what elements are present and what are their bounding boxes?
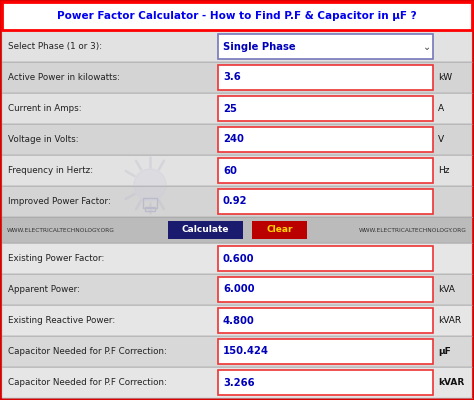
Circle shape xyxy=(134,169,166,201)
Text: Apparent Power:: Apparent Power: xyxy=(8,285,80,294)
Text: Frequency in Hertz:: Frequency in Hertz: xyxy=(8,166,93,175)
Text: 3.266: 3.266 xyxy=(223,378,255,388)
Text: Calculate: Calculate xyxy=(182,226,229,234)
FancyBboxPatch shape xyxy=(2,186,472,217)
Text: 3.6: 3.6 xyxy=(223,72,241,82)
Text: Hz: Hz xyxy=(438,166,449,175)
Text: Improved Power Factor:: Improved Power Factor: xyxy=(8,197,111,206)
Text: Capacitor Needed for P.F Correction:: Capacitor Needed for P.F Correction: xyxy=(8,347,167,356)
Text: 4.800: 4.800 xyxy=(223,316,255,326)
Text: kVAR: kVAR xyxy=(438,316,461,325)
Text: Select Phase (1 or 3):: Select Phase (1 or 3): xyxy=(8,42,102,51)
FancyBboxPatch shape xyxy=(2,31,472,62)
Text: 6.000: 6.000 xyxy=(223,284,255,294)
FancyBboxPatch shape xyxy=(252,221,307,239)
Text: V: V xyxy=(438,135,444,144)
FancyBboxPatch shape xyxy=(218,246,433,271)
Text: Current in Amps:: Current in Amps: xyxy=(8,104,82,113)
Text: 150.424: 150.424 xyxy=(223,346,269,356)
FancyBboxPatch shape xyxy=(218,339,433,364)
FancyBboxPatch shape xyxy=(218,158,433,183)
Text: Existing Reactive Power:: Existing Reactive Power: xyxy=(8,316,115,325)
FancyBboxPatch shape xyxy=(2,336,472,367)
FancyBboxPatch shape xyxy=(2,217,472,243)
Text: A: A xyxy=(438,104,444,113)
Text: WWW.ELECTRICALTECHNOLOGY.ORG: WWW.ELECTRICALTECHNOLOGY.ORG xyxy=(359,228,467,232)
Text: WWW.ELECTRICALTECHNOLOGY.ORG: WWW.ELECTRICALTECHNOLOGY.ORG xyxy=(7,228,115,232)
FancyBboxPatch shape xyxy=(218,277,433,302)
Text: Clear: Clear xyxy=(266,226,293,234)
Text: 0.92: 0.92 xyxy=(223,196,247,206)
FancyBboxPatch shape xyxy=(218,96,433,121)
FancyBboxPatch shape xyxy=(2,305,472,336)
FancyBboxPatch shape xyxy=(218,370,433,395)
Text: ⌄: ⌄ xyxy=(423,42,431,52)
FancyBboxPatch shape xyxy=(2,243,472,274)
FancyBboxPatch shape xyxy=(2,93,472,124)
Text: 25: 25 xyxy=(223,104,237,114)
Text: 0.600: 0.600 xyxy=(223,254,255,264)
FancyBboxPatch shape xyxy=(218,127,433,152)
Text: Active Power in kilowatts:: Active Power in kilowatts: xyxy=(8,73,120,82)
FancyBboxPatch shape xyxy=(2,2,472,30)
Text: kW: kW xyxy=(438,73,452,82)
Text: Existing Power Factor:: Existing Power Factor: xyxy=(8,254,104,263)
FancyBboxPatch shape xyxy=(2,155,472,186)
Text: 240: 240 xyxy=(223,134,244,144)
Text: Voltage in Volts:: Voltage in Volts: xyxy=(8,135,79,144)
Text: kVA: kVA xyxy=(438,285,455,294)
Text: Capacitor Needed for P.F Correction:: Capacitor Needed for P.F Correction: xyxy=(8,378,167,387)
FancyBboxPatch shape xyxy=(2,124,472,155)
Text: Power Factor Calculator - How to Find P.F & Capacitor in μF ?: Power Factor Calculator - How to Find P.… xyxy=(57,11,417,21)
FancyBboxPatch shape xyxy=(168,221,243,239)
Text: kVAR: kVAR xyxy=(438,378,464,387)
Text: 60: 60 xyxy=(223,166,237,176)
FancyBboxPatch shape xyxy=(218,34,433,59)
FancyBboxPatch shape xyxy=(218,189,433,214)
Text: Single Phase: Single Phase xyxy=(223,42,296,52)
FancyBboxPatch shape xyxy=(218,308,433,333)
FancyBboxPatch shape xyxy=(2,62,472,93)
Text: μF: μF xyxy=(438,347,451,356)
FancyBboxPatch shape xyxy=(218,65,433,90)
FancyBboxPatch shape xyxy=(2,274,472,305)
FancyBboxPatch shape xyxy=(2,367,472,398)
